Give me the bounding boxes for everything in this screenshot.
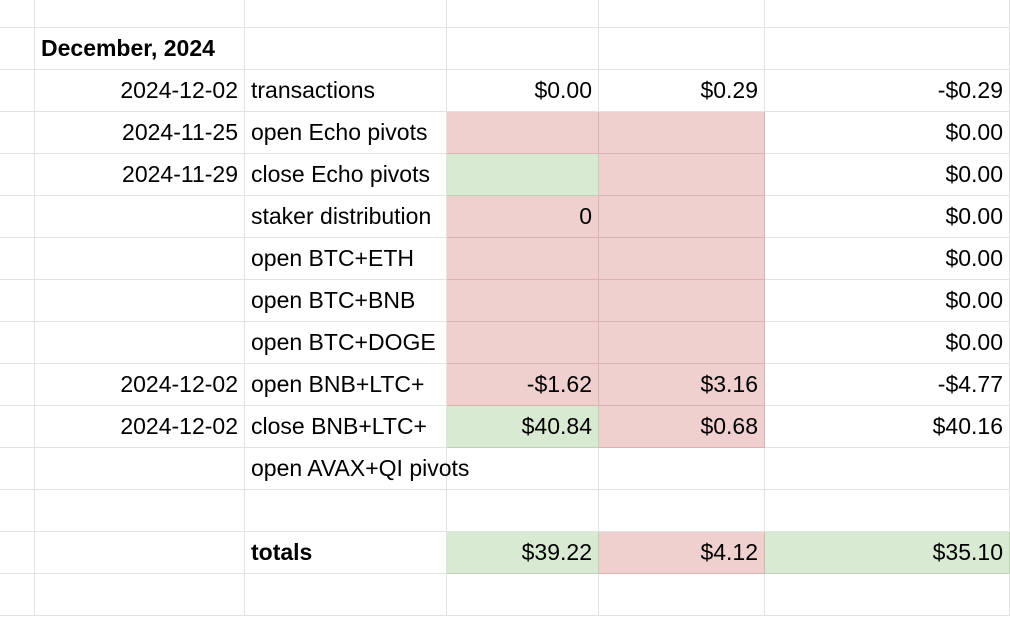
value-b-cell[interactable] — [599, 322, 765, 364]
value-b-cell[interactable] — [599, 280, 765, 322]
cell[interactable] — [599, 0, 765, 28]
cell[interactable] — [35, 0, 245, 28]
date-cell[interactable] — [35, 280, 245, 322]
value-c-cell[interactable]: -$4.77 — [765, 364, 1010, 406]
cell[interactable] — [599, 28, 765, 70]
label-cell[interactable]: open AVAX+QI pivots — [245, 448, 469, 490]
value-c-cell[interactable]: $40.16 — [765, 406, 1010, 448]
value-c-cell[interactable]: $0.00 — [765, 112, 1010, 154]
date-cell[interactable]: 2024-12-02 — [35, 406, 245, 448]
cell[interactable] — [599, 574, 765, 616]
cell[interactable] — [0, 532, 35, 574]
date-cell[interactable]: 2024-12-02 — [35, 364, 245, 406]
cell[interactable] — [245, 490, 447, 532]
cell[interactable] — [765, 490, 1010, 532]
cell[interactable] — [765, 28, 1010, 70]
cell[interactable] — [245, 0, 447, 28]
cell[interactable] — [447, 28, 599, 70]
value-b-cell[interactable]: $0.29 — [599, 70, 765, 112]
cell[interactable] — [447, 490, 599, 532]
value-b-cell[interactable]: $3.16 — [599, 364, 765, 406]
label-cell[interactable]: open Echo pivots — [245, 112, 447, 154]
label-cell[interactable]: close BNB+LTC+ — [245, 406, 447, 448]
cell[interactable] — [0, 0, 35, 28]
value-a-cell[interactable] — [447, 154, 599, 196]
value-c-cell[interactable]: $0.00 — [765, 196, 1010, 238]
cell[interactable] — [0, 322, 35, 364]
date-cell[interactable]: 2024-12-02 — [35, 70, 245, 112]
cell[interactable] — [0, 448, 35, 490]
label-cell[interactable]: open BTC+BNB — [245, 280, 447, 322]
totals-label-cell[interactable]: totals — [245, 532, 447, 574]
value-b-cell[interactable] — [599, 154, 765, 196]
value-b-cell[interactable] — [599, 448, 765, 490]
date-cell[interactable]: 2024-11-29 — [35, 154, 245, 196]
value-b-cell[interactable] — [599, 196, 765, 238]
cell[interactable] — [0, 406, 35, 448]
value-a-cell[interactable]: $0.00 — [447, 70, 599, 112]
label-cell[interactable]: open BNB+LTC+ — [245, 364, 447, 406]
date-cell[interactable] — [35, 322, 245, 364]
value-a-cell[interactable] — [447, 448, 599, 490]
label-cell[interactable]: open BTC+ETH — [245, 238, 447, 280]
value-c-cell[interactable]: $0.00 — [765, 280, 1010, 322]
value-c-cell[interactable]: -$0.29 — [765, 70, 1010, 112]
value-b-cell[interactable]: $0.68 — [599, 406, 765, 448]
cell[interactable] — [35, 532, 245, 574]
cell[interactable] — [0, 364, 35, 406]
date-cell[interactable]: 2024-11-25 — [35, 112, 245, 154]
date-cell[interactable] — [35, 238, 245, 280]
value-c-cell[interactable]: $0.00 — [765, 322, 1010, 364]
total-b-cell[interactable]: $4.12 — [599, 532, 765, 574]
cell[interactable] — [447, 0, 599, 28]
value-c-cell[interactable]: $0.00 — [765, 154, 1010, 196]
label-cell[interactable]: close Echo pivots — [245, 154, 447, 196]
cell[interactable] — [765, 0, 1010, 28]
total-c-cell[interactable]: $35.10 — [765, 532, 1010, 574]
total-a-cell[interactable]: $39.22 — [447, 532, 599, 574]
cell[interactable] — [35, 490, 245, 532]
month-heading-cell[interactable]: December, 2024 — [35, 28, 245, 70]
cell[interactable] — [0, 154, 35, 196]
cell[interactable] — [447, 574, 599, 616]
value-a-cell[interactable]: 0 — [447, 196, 599, 238]
label-cell[interactable]: transactions — [245, 70, 447, 112]
cell[interactable] — [0, 70, 35, 112]
cell[interactable] — [0, 196, 35, 238]
cell[interactable] — [0, 112, 35, 154]
value-b-cell[interactable] — [599, 238, 765, 280]
cell[interactable] — [765, 574, 1010, 616]
value-a-cell[interactable] — [447, 322, 599, 364]
value-c-cell[interactable]: $0.00 — [765, 238, 1010, 280]
value-a-cell[interactable]: -$1.62 — [447, 364, 599, 406]
cell[interactable] — [0, 28, 35, 70]
value-b-cell[interactable] — [599, 112, 765, 154]
cell[interactable] — [245, 574, 447, 616]
label-cell[interactable]: open BTC+DOGE — [245, 322, 447, 364]
cell[interactable] — [245, 28, 447, 70]
label-cell[interactable]: staker distribution — [245, 196, 447, 238]
cell[interactable] — [0, 490, 35, 532]
date-cell[interactable] — [35, 196, 245, 238]
value-a-cell[interactable] — [447, 112, 599, 154]
cell[interactable] — [599, 490, 765, 532]
value-a-cell[interactable] — [447, 238, 599, 280]
cell[interactable] — [35, 574, 245, 616]
cell[interactable] — [0, 574, 35, 616]
value-c-cell[interactable] — [765, 448, 1010, 490]
cell[interactable] — [0, 238, 35, 280]
date-cell[interactable] — [35, 448, 245, 490]
value-a-cell[interactable] — [447, 280, 599, 322]
cell[interactable] — [0, 280, 35, 322]
value-a-cell[interactable]: $40.84 — [447, 406, 599, 448]
